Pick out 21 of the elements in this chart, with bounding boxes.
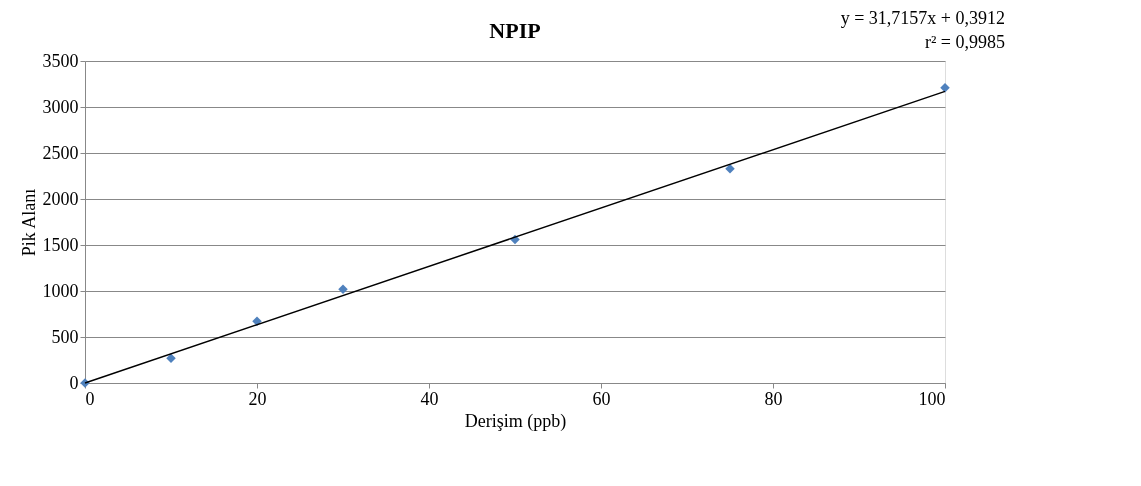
y-tick-label: 2000 — [42, 188, 79, 209]
y-tick-label: 500 — [51, 326, 79, 347]
y-tick-label: 1000 — [42, 280, 79, 301]
y-tick-label: 2500 — [42, 142, 79, 163]
point — [725, 163, 735, 174]
y-tick-label: 0 — [69, 372, 79, 393]
x-axis-title: Derişim (ppb) — [464, 410, 567, 432]
x-tick-label: 20 — [248, 388, 267, 409]
text: r² = 0,9985 — [924, 32, 1005, 52]
text: y = 31,7157x + 0,3912 — [840, 8, 1005, 28]
y-tick-label: 3000 — [42, 96, 79, 117]
x-tick-label: 60 — [592, 388, 611, 409]
y-tick-label: 3500 — [42, 50, 79, 71]
chart-title: NPIP — [489, 18, 541, 43]
y-tick-label: 1500 — [42, 234, 79, 255]
point — [940, 82, 950, 93]
x-tick-label: 80 — [764, 388, 783, 409]
x-tick-label: 40 — [420, 388, 439, 409]
y-axis-title: Pik Alanı — [18, 188, 39, 257]
x-tick-label: 0 — [85, 388, 95, 409]
x-tick-label: 100 — [918, 388, 946, 409]
